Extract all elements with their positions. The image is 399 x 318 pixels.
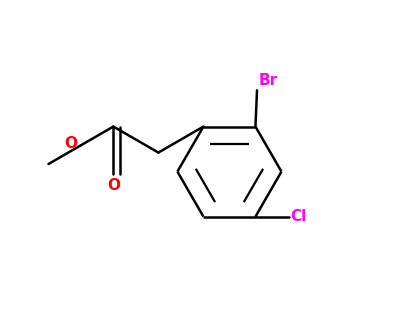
Text: Cl: Cl bbox=[290, 209, 306, 224]
Text: O: O bbox=[64, 136, 77, 151]
Text: Br: Br bbox=[259, 73, 278, 88]
Text: O: O bbox=[107, 178, 120, 193]
